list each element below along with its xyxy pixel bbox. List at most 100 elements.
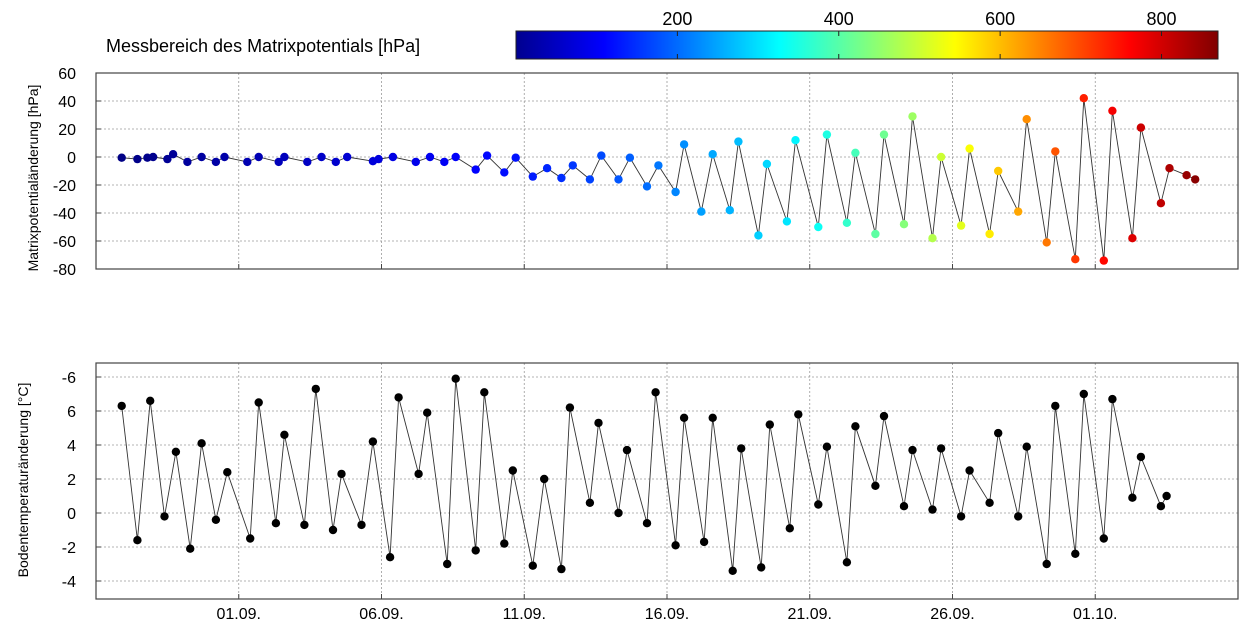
xtick-label: 01.09. bbox=[217, 606, 261, 623]
soil-temperature-point bbox=[565, 403, 575, 412]
soil-temperature-point bbox=[1108, 394, 1117, 404]
soil-temperature-point bbox=[651, 388, 660, 397]
matrix-potential-point bbox=[965, 144, 974, 153]
soil-temperature-point bbox=[794, 410, 803, 419]
top-ytick-label: -60 bbox=[53, 234, 76, 251]
matrix-potential-ylabel: Matrixpotentialänderung [hPa] bbox=[25, 85, 41, 272]
bottom-ytick-label: 4 bbox=[67, 438, 76, 455]
matrix-potential-point bbox=[708, 150, 717, 159]
soil-temperature-point bbox=[842, 558, 852, 567]
xtick-label: 01.10. bbox=[1073, 606, 1117, 623]
matrix-potential-point bbox=[425, 152, 435, 162]
soil-temperature-point bbox=[171, 447, 181, 456]
matrix-potential-point bbox=[183, 157, 192, 167]
matrix-potential-point bbox=[1156, 199, 1166, 208]
soil-temperature-point bbox=[254, 398, 263, 407]
soil-temperature-point bbox=[508, 466, 517, 475]
soil-temperature-point bbox=[994, 428, 1003, 438]
soil-temperature-point bbox=[708, 413, 717, 422]
soil-temperature-point bbox=[899, 502, 909, 511]
soil-temperature-point bbox=[965, 466, 974, 475]
soil-temperature-point bbox=[936, 444, 946, 453]
matrix-potential-point bbox=[791, 136, 800, 145]
matrix-potential-point bbox=[1136, 123, 1146, 132]
matrix-potential-point bbox=[822, 130, 832, 139]
soil-temperature-point bbox=[480, 388, 489, 397]
soil-temperature-point bbox=[528, 561, 537, 570]
top-ytick-label: 20 bbox=[58, 122, 76, 139]
soil-temperature-point bbox=[471, 546, 480, 555]
matrix-potential-point bbox=[168, 150, 178, 159]
colorbar-title: Messbereich des Matrixpotentials [hPa] bbox=[106, 36, 420, 56]
soil-temperature-point bbox=[765, 420, 774, 429]
top-ytick-label: -40 bbox=[53, 206, 76, 223]
matrix-potential-point bbox=[411, 157, 420, 167]
xtick-label: 26.09. bbox=[930, 606, 974, 623]
soil-temperature-point bbox=[414, 469, 423, 479]
matrix-potential-point bbox=[148, 152, 158, 162]
matrix-potential-point bbox=[642, 182, 652, 191]
matrix-potential-point bbox=[1182, 171, 1191, 180]
matrix-potential-point bbox=[528, 172, 537, 181]
matrix-potential-point bbox=[163, 154, 172, 164]
matrix-potential-point bbox=[471, 165, 480, 174]
matrix-potential-point bbox=[814, 222, 823, 232]
xtick-label: 11.09. bbox=[503, 606, 546, 623]
bottom-xticks: 01.09. 06.09. 11.09. 16.09. 21.09. 26.09. 01.1… bbox=[217, 264, 1117, 623]
bottom-ytick-label: -6 bbox=[62, 370, 76, 387]
soil-temperature-point bbox=[1156, 502, 1166, 511]
matrix-potential-point bbox=[985, 229, 994, 239]
matrix-potential-point bbox=[1014, 207, 1023, 216]
matrix-potential-point bbox=[754, 231, 763, 240]
top-ytick-label: 40 bbox=[58, 94, 76, 111]
matrix-potential-point bbox=[243, 157, 252, 167]
top-ytick-label: -20 bbox=[53, 178, 76, 195]
xtick-label: 16.09. bbox=[645, 606, 689, 623]
soil-temperature-point bbox=[357, 520, 366, 530]
soil-temperature-point bbox=[443, 559, 452, 569]
soil-temperature-point bbox=[1042, 559, 1051, 569]
matrix-potential-point bbox=[317, 152, 326, 162]
soil-temperature-point bbox=[642, 519, 652, 528]
colorbar-tick-label: 400 bbox=[824, 9, 854, 29]
matrix-potential-point bbox=[1108, 106, 1117, 116]
matrix-potential-line bbox=[121, 98, 1196, 261]
matrix-potential-point bbox=[597, 151, 606, 160]
matrix-potential-point bbox=[928, 234, 937, 243]
matrix-potential-point bbox=[871, 229, 880, 239]
soil-temperature-point bbox=[757, 563, 766, 572]
soil-temperature-point bbox=[557, 564, 566, 574]
soil-temperature-point bbox=[368, 437, 378, 446]
soil-temperature-point bbox=[1071, 549, 1080, 558]
matrix-potential-point bbox=[851, 148, 860, 157]
bottom-plot-series bbox=[117, 374, 1171, 575]
matrix-potential-point bbox=[625, 153, 635, 162]
matrix-potential-point bbox=[936, 152, 946, 162]
matrix-potential-point bbox=[440, 157, 449, 167]
soil-temperature-point bbox=[311, 384, 320, 394]
matrix-potential-point bbox=[1128, 234, 1137, 243]
matrix-potential-point bbox=[734, 137, 743, 146]
soil-temperature-point bbox=[728, 566, 737, 575]
xtick-label: 06.09. bbox=[359, 606, 403, 623]
matrix-potential-point bbox=[211, 157, 221, 167]
soil-temperature-point bbox=[146, 396, 155, 405]
soil-temperature-point bbox=[117, 401, 126, 411]
matrix-potential-point bbox=[1191, 175, 1200, 184]
colorbar-ticks: 200 400 600 800 bbox=[662, 9, 1177, 59]
matrix-potential-point bbox=[782, 217, 792, 226]
soil-temperature-point bbox=[1128, 493, 1137, 502]
colorbar-tick-label: 800 bbox=[1146, 9, 1176, 29]
bottom-ytick-label: 0 bbox=[67, 506, 76, 523]
soil-temperature-point bbox=[160, 512, 169, 521]
soil-temperature-panel: Bodentemperaturänderung [°C] -66420-2-4 … bbox=[15, 264, 1239, 623]
soil-temperature-point bbox=[737, 444, 746, 453]
matrix-potential-point bbox=[568, 161, 577, 170]
top-plot-series bbox=[117, 94, 1200, 265]
matrix-potential-point bbox=[220, 152, 229, 162]
matrix-potential-point bbox=[374, 154, 383, 164]
matrix-potential-point bbox=[557, 173, 566, 183]
matrix-potential-point bbox=[303, 157, 312, 167]
top-yticks: 60 40 20 0 -20 -40 -60 -80 bbox=[53, 66, 101, 279]
